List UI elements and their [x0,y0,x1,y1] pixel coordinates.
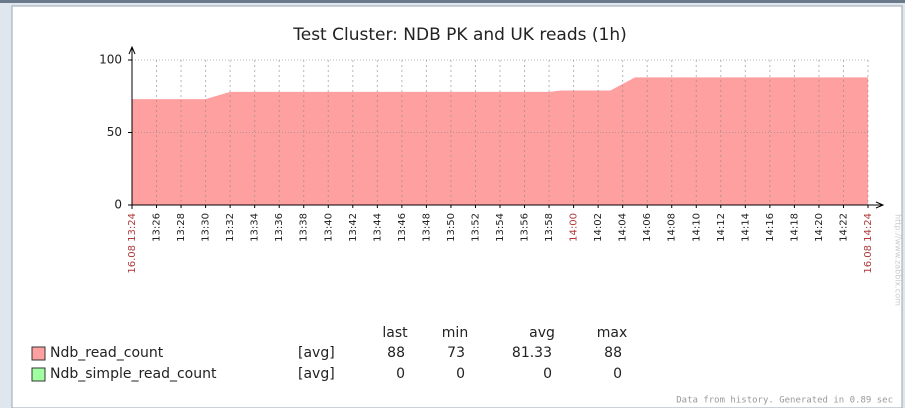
x-tick-label: 14:12 [716,213,727,242]
graph-frame [11,5,903,408]
x-tick-label: 13:42 [348,213,359,242]
legend-stat: 0 [396,366,405,382]
x-tick-label: 13:32 [225,213,236,242]
x-arrow [875,201,885,209]
legend-stat: 0 [543,366,552,382]
x-tick-label: 13:28 [176,213,187,242]
y-tick-label: 50 [107,125,122,139]
x-tick-label: 16.08 13:24 [127,213,138,274]
legend-header: max [597,325,628,341]
x-tick-label: 14:08 [667,213,678,242]
x-tick-label: 14:14 [740,213,751,242]
y-arrow [128,45,136,55]
x-tick-label: 13:40 [323,213,334,242]
legend-swatch [31,367,46,382]
legend-name: Ndb_simple_read_count [50,366,217,382]
legend-header: avg [529,325,555,341]
x-tick-label: 13:26 [152,213,163,242]
legend-func: [avg] [298,345,335,361]
legend-stat: 0 [456,366,465,382]
x-tick-label: 14:22 [838,213,849,242]
x-tick-label: 14:16 [765,213,776,242]
x-tick-label: 13:46 [397,213,408,242]
x-tick-label: 13:36 [274,213,285,242]
top-border [0,0,905,3]
x-tick-label: 13:54 [495,213,506,242]
x-tick-label: 13:48 [421,213,432,242]
legend-header: min [442,325,468,341]
x-tick-label: 13:44 [372,213,383,242]
x-tick-label: 13:56 [520,213,531,242]
x-tick-label: 14:04 [618,213,629,242]
y-tick-label: 0 [114,198,122,212]
x-tick-label: 14:18 [789,213,800,242]
legend-header: last [382,325,408,341]
watermark: http://www.zabbix.com [894,214,903,306]
legend-func: [avg] [298,366,335,382]
y-tick-label: 100 [99,53,122,67]
x-tick-label: 14:20 [814,213,825,242]
legend-stat: 73 [447,345,465,361]
x-tick-label: 13:38 [299,213,310,242]
x-tick-label: 14:10 [691,213,702,242]
x-tick-label: 16.08 14:24 [863,213,874,274]
x-tick-label: 13:52 [470,213,481,242]
x-tick-label: 13:58 [544,213,555,242]
x-tick-label: 13:34 [250,213,261,242]
x-tick-label: 14:06 [642,213,653,242]
x-tick-label: 13:30 [201,213,212,242]
legend-name: Ndb_read_count [50,345,164,361]
x-tick-label: 14:00 [569,213,580,242]
x-tick-label: 13:50 [446,213,457,242]
legend-stat: 88 [387,345,405,361]
chart-title: Test Cluster: NDB PK and UK reads (1h) [292,25,627,45]
legend-stat: 88 [604,345,622,361]
x-tick-label: 14:02 [593,213,604,242]
footer: Data from history. Generated in 0.89 sec [676,396,893,406]
legend-swatch [31,346,46,361]
legend-stat: 81.33 [512,345,552,361]
legend-stat: 0 [613,366,622,382]
